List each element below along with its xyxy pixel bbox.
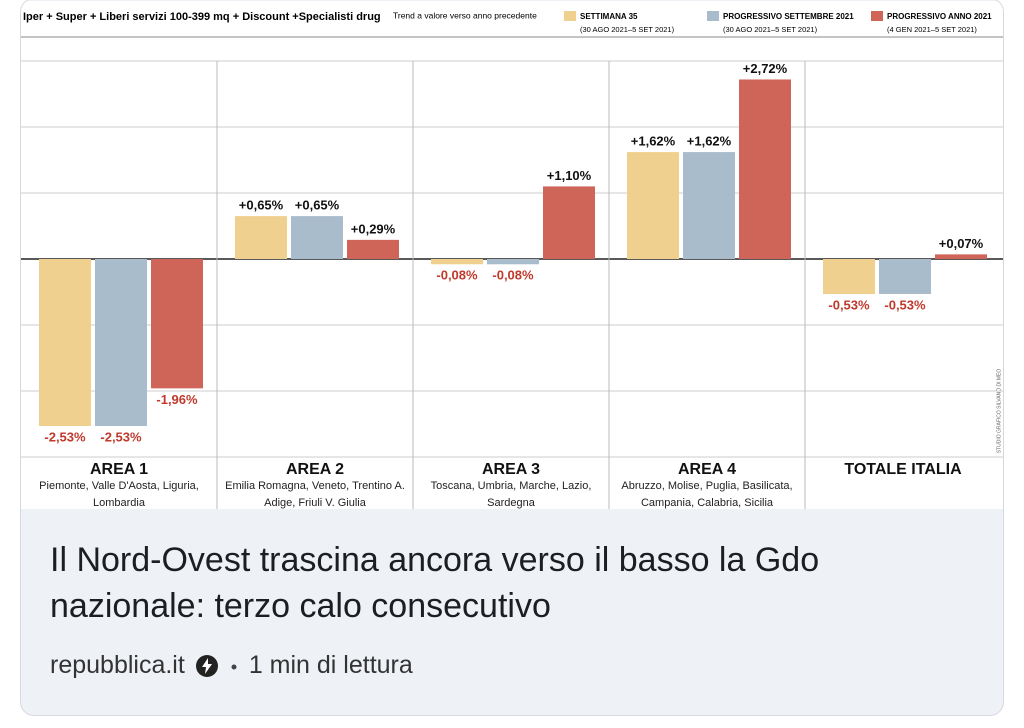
- category-note: Emilia Romagna, Veneto, Trentino A. Adig…: [225, 480, 405, 509]
- data-label: -0,53%: [828, 297, 870, 312]
- bar: [291, 216, 343, 259]
- category-label: AREA 2: [286, 461, 344, 478]
- separator-dot: [231, 664, 237, 669]
- bar: [739, 79, 791, 259]
- bar: [823, 259, 875, 294]
- category-label: TOTALE ITALIA: [844, 461, 962, 478]
- link-card[interactable]: Iper + Super + Liberi servizi 100-399 mq…: [20, 0, 1004, 716]
- category-label: AREA 3: [482, 461, 540, 478]
- bar: [487, 259, 539, 265]
- bar: [347, 239, 399, 259]
- bar: [627, 152, 679, 259]
- source: repubblica.it: [50, 651, 185, 679]
- category-label: AREA 4: [678, 461, 736, 478]
- data-label: +0,65%: [295, 198, 340, 213]
- bar: [431, 259, 483, 265]
- bar: [879, 259, 931, 294]
- bar: [95, 259, 147, 426]
- bar: [235, 216, 287, 259]
- data-label: +0,29%: [351, 221, 396, 236]
- legend-label: PROGRESSIVO SETTEMBRE 2021: [723, 12, 854, 21]
- chart-title: Iper + Super + Liberi servizi 100-399 mq…: [23, 11, 381, 23]
- category-note: Toscana, Umbria, Marche, Lazio, Sardegna: [430, 480, 592, 509]
- legend-swatch: [707, 11, 719, 21]
- legend-swatch: [564, 11, 576, 21]
- category-note: Abruzzo, Molise, Puglia, Basilicata, Cam…: [621, 480, 793, 509]
- chart: Iper + Super + Liberi servizi 100-399 mq…: [21, 10, 1003, 509]
- legend-period: (30 AGO 2021–5 SET 2021): [723, 25, 818, 34]
- category-label: AREA 1: [90, 461, 148, 478]
- data-label: -2,53%: [100, 429, 142, 444]
- reading-time: 1 min di lettura: [248, 651, 413, 679]
- bar: [39, 259, 91, 426]
- bar: [683, 152, 735, 259]
- legend-period: (4 GEN 2021–5 SET 2021): [887, 25, 977, 34]
- credit: STUDIO GRAFICO SILVANO DI MEO: [996, 369, 1002, 454]
- data-label: -1,96%: [156, 392, 198, 407]
- bar: [935, 254, 987, 259]
- data-label: +0,65%: [239, 198, 284, 213]
- chart-subtitle: Trend a valore verso anno precedente: [393, 10, 537, 20]
- bar: [543, 186, 595, 259]
- data-label: -2,53%: [44, 429, 86, 444]
- card-title[interactable]: Il Nord-Ovest trascina ancora verso il b…: [50, 541, 820, 625]
- data-label: -0,08%: [492, 268, 534, 283]
- category-note: Piemonte, Valle D'Aosta, Liguria, Lombar…: [39, 480, 199, 509]
- data-label: +2,72%: [743, 61, 788, 76]
- legend-period: (30 AGO 2021–5 SET 2021): [580, 25, 675, 34]
- data-label: +1,62%: [687, 134, 732, 149]
- amp-icon: [195, 654, 218, 677]
- legend-label: PROGRESSIVO ANNO 2021: [887, 12, 992, 21]
- legend-label: SETTIMANA 35: [580, 12, 638, 21]
- chart-image: Iper + Super + Liberi servizi 100-399 mq…: [21, 1, 1003, 509]
- data-label: -0,53%: [884, 297, 926, 312]
- data-label: -0,08%: [436, 268, 478, 283]
- data-label: +1,10%: [547, 168, 592, 183]
- data-label: +0,07%: [939, 236, 984, 251]
- legend-swatch: [871, 11, 883, 21]
- card-meta: repubblica.it 1 min di lettura: [50, 651, 413, 680]
- data-label: +1,62%: [631, 134, 676, 149]
- bar: [151, 259, 203, 389]
